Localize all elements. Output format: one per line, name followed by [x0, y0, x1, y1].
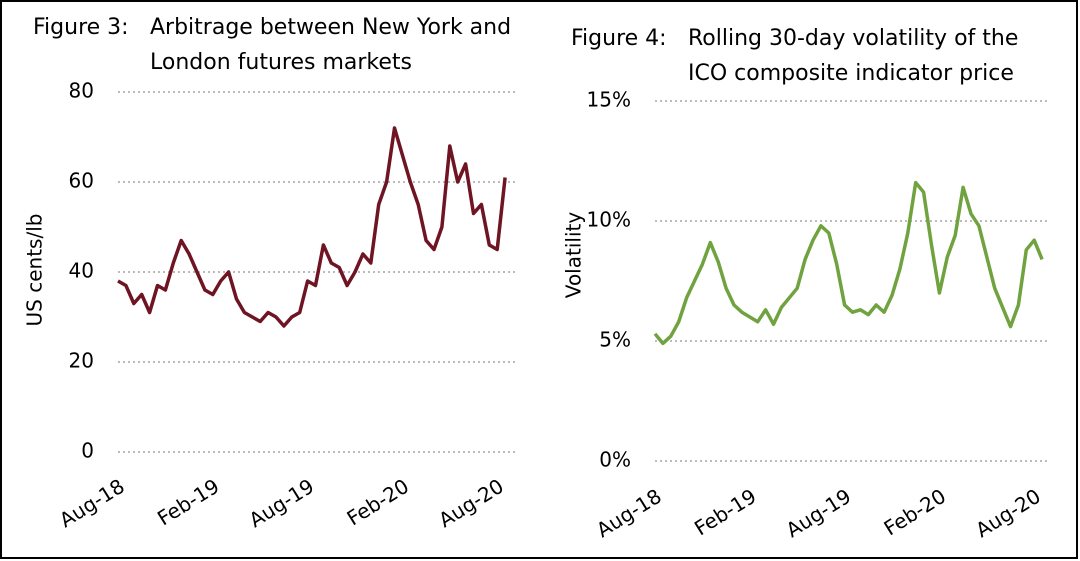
- figure-label: Figure 3:: [33, 15, 129, 40]
- line-series: [653, 180, 1044, 346]
- y-tick-label: 60: [69, 169, 94, 193]
- chart-title: Rolling 30-day volatility of the: [688, 26, 1018, 51]
- chart-title: ICO composite indicator price: [688, 61, 1014, 86]
- y-tick-label: 10%: [587, 208, 631, 232]
- chart-title: London futures markets: [150, 50, 412, 75]
- y-axis-label: US cents/lb: [23, 214, 47, 327]
- line-series: [117, 126, 507, 328]
- y-tick-label: 40: [69, 259, 94, 283]
- y-tick-label: 5%: [599, 328, 631, 352]
- y-tick-label: 0%: [599, 448, 631, 472]
- y-tick-label: 20: [69, 349, 94, 373]
- y-tick-label: 80: [69, 79, 94, 103]
- chart-title: Arbitrage between New York and: [150, 15, 511, 40]
- y-tick-label: 15%: [587, 88, 631, 112]
- y-tick-label: 0: [81, 439, 94, 463]
- figure-label: Figure 4:: [571, 26, 667, 51]
- y-axis-label: Volatility: [562, 212, 586, 299]
